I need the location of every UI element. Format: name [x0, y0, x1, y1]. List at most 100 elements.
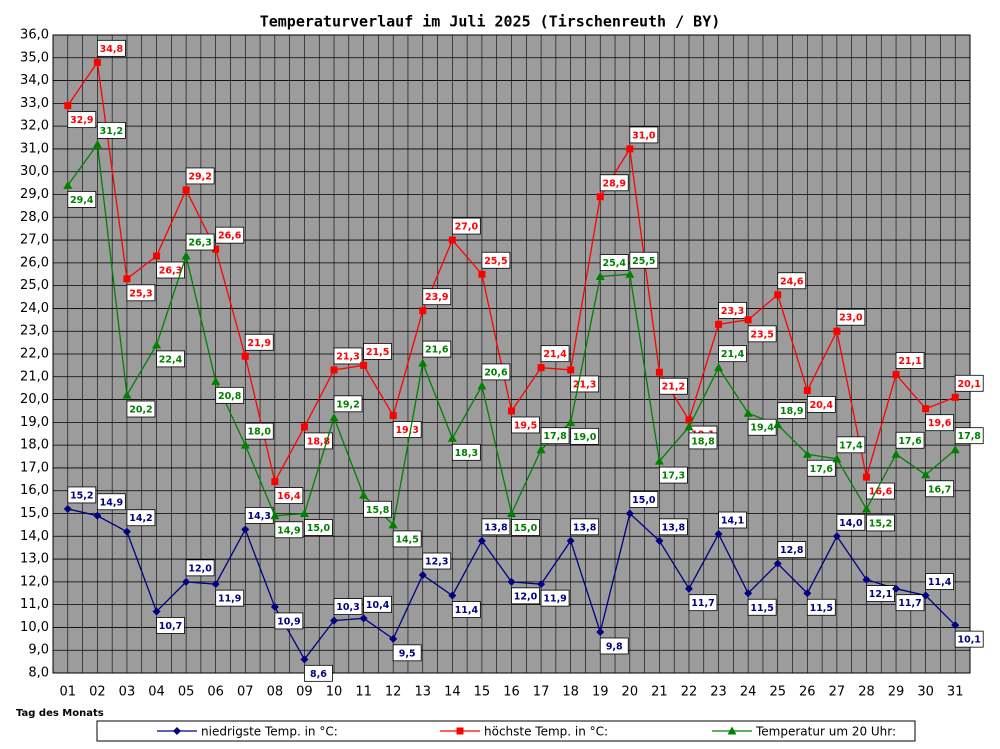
point [389, 634, 398, 643]
value-label-box [274, 612, 304, 630]
value-label-text: 18,3 [455, 448, 478, 459]
value-label-box [333, 598, 363, 615]
value-label-box [392, 530, 422, 548]
value-label: 23,0 [836, 308, 866, 326]
value-label-text: 16,6 [869, 487, 893, 498]
point [655, 536, 664, 545]
point [122, 527, 131, 536]
value-label-box [392, 421, 422, 438]
value-label-box [481, 363, 511, 381]
value-label-text: 14,3 [248, 511, 271, 522]
legend-label: Temperatur um 20 Uhr: [755, 725, 896, 739]
point [922, 405, 930, 413]
value-label-text: 20,4 [810, 400, 834, 411]
value-label-box [392, 644, 422, 662]
value-label: 14,5 [392, 530, 422, 548]
value-label: 21,5 [363, 342, 392, 360]
value-label-text: 9,5 [399, 648, 416, 659]
value-label: 18,3 [451, 443, 481, 461]
value-label-text: 19,6 [928, 418, 952, 429]
point [507, 577, 516, 586]
value-label-box [244, 333, 274, 351]
point [63, 504, 72, 513]
y-tick-label: 21,0 [20, 369, 49, 384]
value-label: 27,0 [451, 217, 481, 235]
value-label-box [67, 486, 97, 504]
value-label-text: 21,2 [662, 382, 685, 393]
value-label-box [185, 559, 215, 577]
value-label-text: 14,1 [721, 516, 744, 527]
point [832, 454, 842, 463]
value-label-box [126, 400, 156, 418]
value-label-box [67, 111, 97, 129]
value-label-text: 19,3 [395, 425, 418, 436]
point [507, 509, 516, 517]
value-label-text: 14,5 [395, 534, 418, 545]
value-label-box [688, 432, 718, 450]
value-label-text: 16,4 [277, 491, 301, 502]
value-label: 11,4 [451, 601, 481, 618]
value-label-box [96, 121, 126, 139]
point [862, 473, 870, 481]
value-label: 25,3 [126, 284, 156, 302]
value-label-box [688, 594, 718, 612]
value-label-text: 11,9 [543, 594, 566, 605]
point [300, 655, 309, 664]
value-label: 17,6 [895, 431, 925, 449]
value-label: 11,5 [806, 598, 836, 616]
value-label-box [540, 427, 570, 445]
value-label-text: 10,7 [159, 621, 182, 632]
value-label-box [156, 261, 185, 279]
y-tick-label: 24,0 [20, 301, 49, 316]
value-label-text: 13,8 [484, 522, 508, 533]
value-label: 11,7 [895, 594, 925, 612]
value-label-text: 26,3 [159, 266, 182, 277]
value-label-box [451, 217, 481, 235]
y-tick-label: 9,0 [28, 643, 49, 658]
value-label-box [599, 637, 629, 655]
value-label: 14,3 [244, 507, 274, 524]
value-label-box [954, 374, 984, 392]
value-label-text: 26,3 [188, 238, 211, 249]
value-label-text: 20,2 [129, 405, 152, 416]
value-label-text: 20,8 [218, 391, 242, 402]
value-label-text: 10,3 [336, 602, 359, 613]
value-label-text: 21,4 [721, 349, 745, 360]
value-label-text: 23,5 [750, 329, 773, 340]
value-label: 12,0 [511, 587, 540, 605]
value-label-box [836, 513, 866, 531]
value-label-text: 11,4 [928, 577, 952, 588]
value-label-text: 17,8 [957, 431, 981, 442]
value-label-box [511, 416, 540, 434]
value-label-text: 25,4 [603, 258, 627, 269]
value-label: 19,6 [925, 414, 955, 432]
value-label: 21,4 [718, 345, 747, 363]
x-tick-label: 05 [178, 685, 195, 700]
value-label: 29,2 [185, 167, 215, 185]
value-label-box [806, 396, 836, 413]
legend-label: höchste Temp. in °C: [484, 725, 608, 739]
point [714, 363, 724, 372]
value-label: 17,8 [954, 427, 984, 445]
x-tick-label: 16 [503, 685, 520, 700]
value-label: 28,9 [599, 174, 629, 192]
point [359, 614, 368, 623]
point [448, 591, 457, 600]
value-label: 10,9 [274, 612, 304, 630]
value-label: 13,8 [570, 518, 600, 536]
y-tick-label: 28,0 [20, 210, 49, 225]
value-label-text: 17,4 [839, 440, 863, 451]
value-label-box [718, 301, 747, 319]
value-label-text: 14,2 [129, 513, 152, 524]
value-label: 31,0 [629, 126, 659, 144]
value-label-text: 19,2 [336, 399, 359, 410]
value-label-box [540, 589, 570, 607]
value-label: 18,9 [777, 402, 807, 420]
point [447, 433, 457, 442]
value-label-text: 11,9 [218, 594, 241, 605]
value-label-box [185, 233, 215, 251]
point [921, 591, 930, 600]
x-tick-label: 14 [444, 685, 461, 700]
value-label: 10,4 [363, 595, 392, 613]
